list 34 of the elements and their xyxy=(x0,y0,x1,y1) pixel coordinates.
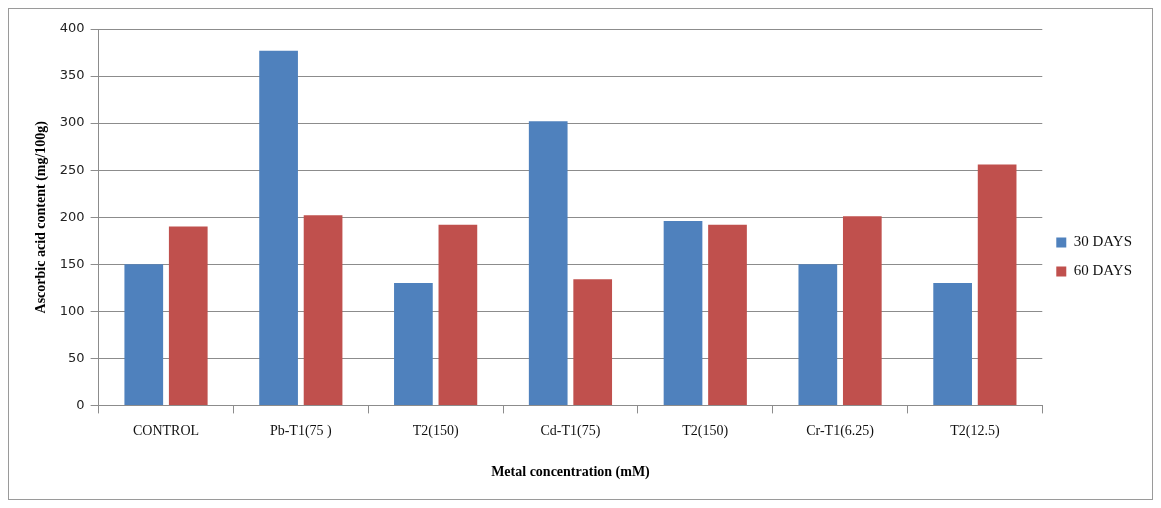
y-tick-label: 200 xyxy=(59,208,85,224)
y-tick-label: 250 xyxy=(59,161,85,177)
y-tick-label: 300 xyxy=(59,114,85,130)
y-tick-label: 100 xyxy=(59,302,85,318)
bar xyxy=(573,279,613,405)
x-tick-label: T2(150) xyxy=(682,423,729,440)
legend-label: 30 DAYS xyxy=(1073,233,1133,250)
bar xyxy=(303,215,343,405)
x-tick-label: Cr-T1(6.25) xyxy=(806,423,875,440)
y-tick-label: 50 xyxy=(68,349,85,365)
y-tick-label: 150 xyxy=(59,255,85,271)
x-tick-label: T2(12.5) xyxy=(950,423,1000,440)
bar xyxy=(259,50,298,405)
x-tick-label: T2(150) xyxy=(412,423,459,440)
legend-label: 60 DAYS xyxy=(1073,262,1133,279)
x-tick-label: Cd-T1(75) xyxy=(540,423,601,440)
x-tick-label: CONTROL xyxy=(132,423,200,439)
x-axis-title: Metal concentration (mM) xyxy=(491,464,651,481)
bar xyxy=(663,220,703,405)
bar xyxy=(798,264,838,405)
y-tick-label: 0 xyxy=(76,396,85,412)
bar xyxy=(394,283,433,405)
y-tick-label: 350 xyxy=(59,67,85,83)
bar xyxy=(708,224,747,405)
bar xyxy=(842,216,882,405)
bar xyxy=(528,121,568,405)
bar xyxy=(933,283,972,405)
y-axis-title: Ascorbic acid content (mg/100g) xyxy=(33,120,50,314)
bar xyxy=(124,264,164,405)
bar xyxy=(168,226,208,405)
y-tick-label: 400 xyxy=(59,20,85,36)
bar xyxy=(977,164,1017,405)
bar xyxy=(438,224,478,405)
x-tick-label: Pb-T1(75 ) xyxy=(269,423,333,440)
